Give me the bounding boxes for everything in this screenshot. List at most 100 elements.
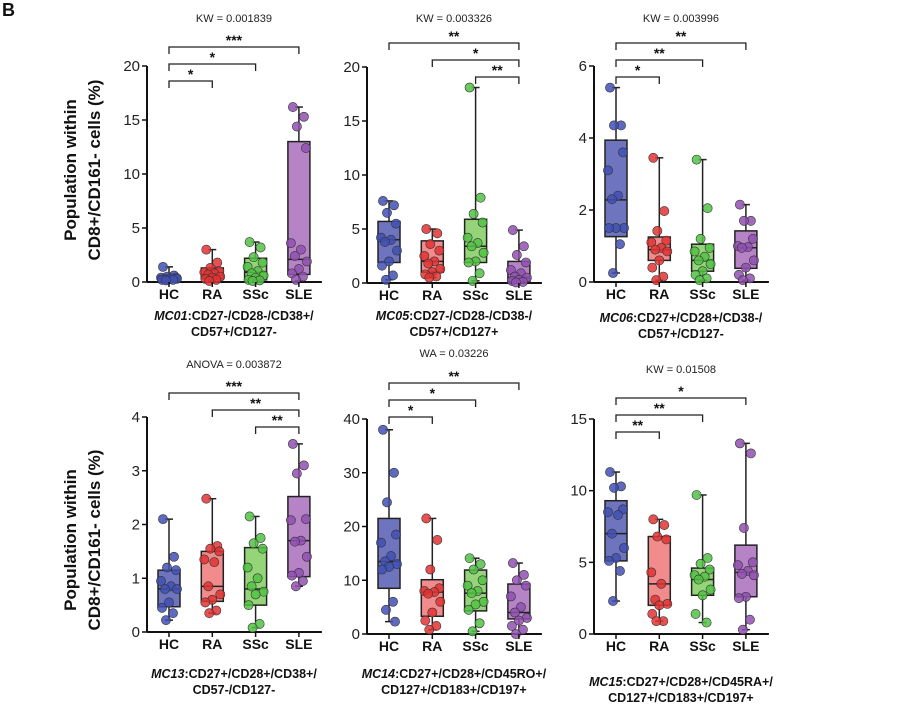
data-point — [462, 580, 473, 591]
data-point — [748, 557, 758, 568]
significance-stars: *** — [226, 32, 243, 48]
data-point — [390, 616, 400, 627]
box-sle — [733, 438, 759, 635]
data-point — [702, 553, 713, 563]
data-point — [199, 554, 210, 565]
significance-bracket: ** — [254, 412, 300, 434]
box-ssc — [462, 553, 489, 637]
data-point — [382, 207, 392, 218]
significance-stars: * — [678, 383, 684, 399]
data-point — [293, 264, 304, 274]
data-point — [739, 215, 749, 226]
data-point — [749, 570, 759, 581]
data-point — [650, 244, 661, 255]
box-sle — [285, 102, 312, 285]
data-point — [244, 237, 255, 247]
data-point — [432, 535, 443, 545]
significance-stars: ** — [448, 28, 459, 44]
x-tick-label: HC — [606, 286, 626, 302]
significance-bracket: * — [615, 62, 660, 84]
data-point — [695, 233, 706, 244]
data-point — [435, 596, 446, 607]
data-point — [701, 617, 712, 628]
significance-stars: ** — [448, 368, 459, 384]
data-point — [287, 438, 298, 449]
cluster-caption-line1: MC14:CD27+/CD28+/CD45RO+/ — [362, 667, 547, 681]
data-point — [619, 543, 629, 553]
data-point — [158, 514, 168, 525]
data-point — [156, 576, 166, 586]
cluster-id: MC13 — [151, 667, 184, 681]
cluster-caption-line1: MC01:CD27-/CD28-/CD38+/ — [154, 309, 314, 323]
data-point — [160, 584, 170, 594]
data-point — [608, 596, 618, 606]
data-point — [738, 624, 748, 635]
y-tick-label: 20 — [343, 519, 360, 536]
cluster-id: MC05 — [376, 309, 410, 323]
cluster-caption-line1: MC05:CD27-/CD28-/CD38-/ — [376, 309, 533, 323]
cluster-caption-line2: CD57+/CD127- — [191, 325, 277, 339]
stat-test-title: KW = 0.003996 — [643, 13, 719, 25]
data-point — [466, 588, 477, 599]
data-point — [615, 239, 625, 250]
y-tick-label: 10 — [123, 166, 140, 183]
bracket-line — [168, 80, 213, 88]
data-point — [298, 460, 309, 471]
bracket-line — [431, 59, 520, 67]
data-point — [661, 235, 672, 246]
data-point — [425, 564, 436, 575]
box-hc — [603, 467, 629, 606]
data-point — [607, 194, 617, 205]
data-point — [215, 589, 226, 600]
box-sle — [505, 558, 532, 639]
significance-bracket: ** — [211, 395, 300, 417]
data-point — [737, 568, 747, 579]
y-axis-label-top: Population within CD8+/CD161- cells (%) — [61, 80, 104, 261]
y-tick-label: 30 — [343, 465, 360, 482]
data-point — [746, 448, 756, 459]
data-point — [157, 602, 167, 613]
data-point — [162, 562, 172, 573]
data-point — [252, 573, 263, 584]
y-tick-label: 0 — [579, 274, 587, 291]
data-point — [378, 196, 388, 206]
data-point — [749, 255, 759, 266]
data-point — [605, 82, 615, 93]
data-point — [510, 607, 520, 618]
data-point — [475, 559, 486, 570]
data-point — [505, 591, 516, 602]
y-axis-label-line2: CD8+/CD161- cells (%) — [85, 450, 104, 631]
y-tick-label: 15 — [343, 113, 360, 130]
x-tick-label: SSc — [242, 636, 269, 652]
data-point — [652, 225, 663, 236]
stat-test-title: KW = 0.003326 — [416, 13, 492, 25]
box-hc — [376, 196, 402, 285]
y-tick-label: 20 — [123, 58, 140, 75]
data-point — [607, 528, 617, 539]
data-point — [652, 531, 663, 542]
data-point — [300, 514, 311, 525]
cluster-caption-line1: MC15:CD27+/CD28+/CD45RA+/ — [589, 675, 773, 689]
data-point — [391, 529, 401, 540]
box-hc — [376, 424, 402, 627]
x-tick-label: HC — [379, 287, 399, 303]
data-point — [662, 599, 673, 609]
y-axis-label-line2: CD8+/CD161- cells (%) — [85, 80, 104, 261]
data-point — [474, 268, 485, 279]
y-tick-label: 4 — [132, 409, 140, 426]
bracket-line — [254, 426, 300, 434]
data-point — [204, 608, 215, 619]
data-point — [646, 567, 657, 578]
x-tick-label: SSc — [689, 638, 716, 654]
data-point — [420, 615, 431, 626]
box-sle — [733, 199, 759, 286]
data-point — [704, 564, 715, 575]
y-tick-label: 20 — [343, 59, 360, 76]
data-point — [201, 244, 212, 255]
box-ra — [646, 152, 673, 286]
data-point — [255, 242, 266, 253]
data-point — [434, 245, 445, 256]
